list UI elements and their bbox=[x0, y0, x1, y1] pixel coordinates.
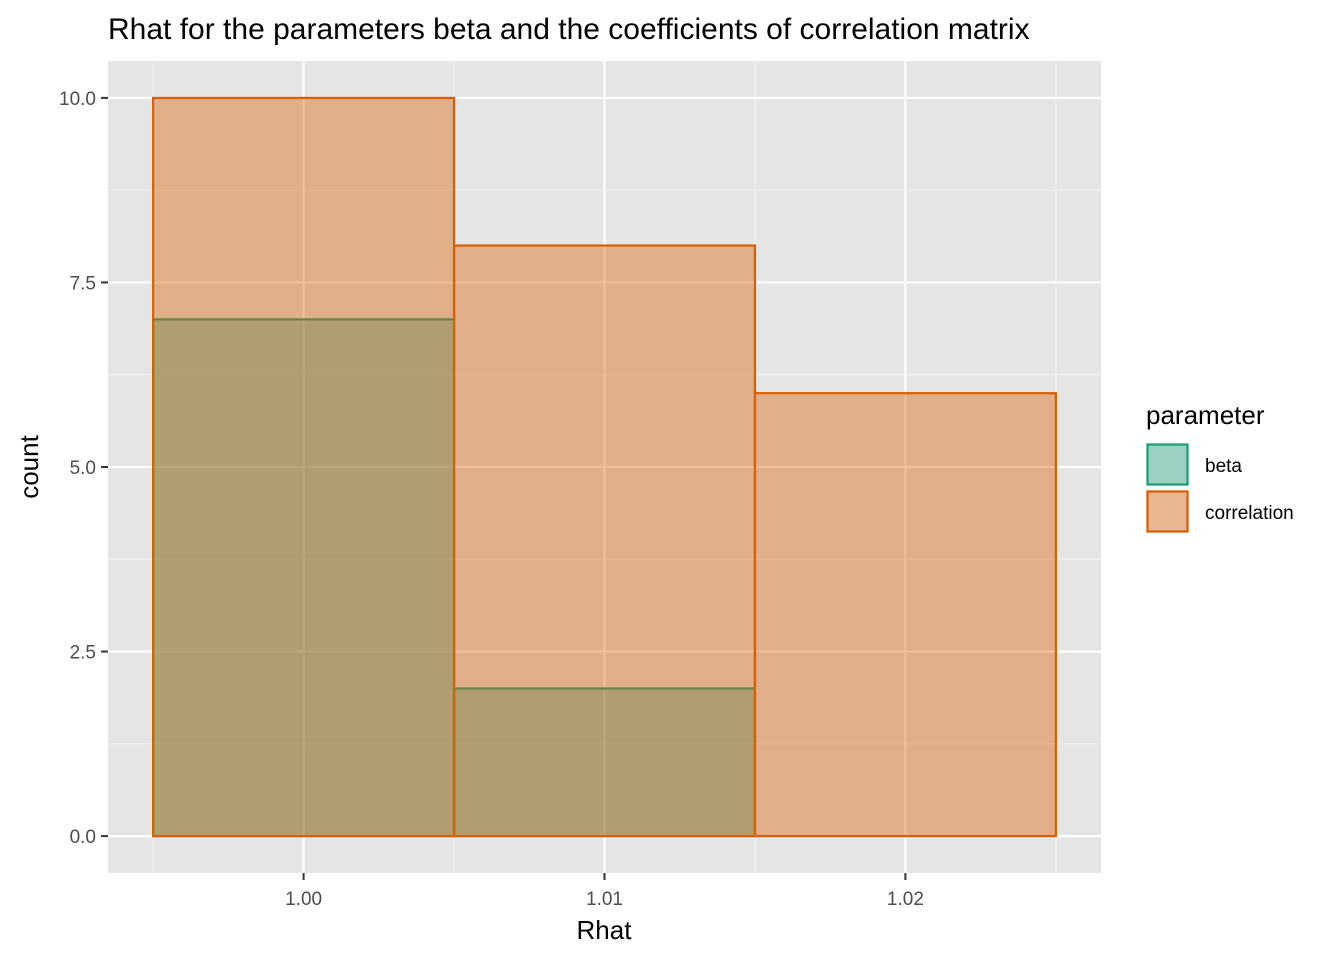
histogram-bars bbox=[152, 96, 1057, 838]
legend-label-beta: beta bbox=[1205, 456, 1242, 477]
y-tick-label: 10.0 bbox=[59, 89, 96, 110]
legend-key-bg bbox=[1146, 443, 1189, 486]
legend: parameter beta correlation bbox=[1146, 400, 1294, 533]
y-tick-label: 7.5 bbox=[70, 273, 96, 294]
y-axis: 0.0 2.5 5.0 7.5 10.0 bbox=[59, 89, 108, 848]
chart-title: Rhat for the parameters beta and the coe… bbox=[108, 13, 1030, 46]
bar-beta bbox=[452, 687, 757, 838]
legend-label-correlation: correlation bbox=[1205, 503, 1294, 524]
y-tick-label: 0.0 bbox=[70, 827, 96, 848]
bar-correlation bbox=[452, 244, 757, 838]
y-tick-label: 5.0 bbox=[70, 458, 96, 479]
y-axis-title: count bbox=[14, 434, 44, 498]
bar-correlation bbox=[753, 392, 1057, 838]
x-tick-label: 1.02 bbox=[887, 889, 924, 910]
x-axis: 1.00 1.01 1.02 bbox=[285, 873, 924, 910]
y-tick-label: 2.5 bbox=[70, 643, 96, 664]
legend-swatch-correlation bbox=[1146, 490, 1189, 533]
x-tick-label: 1.01 bbox=[586, 889, 623, 910]
legend-key-bg bbox=[1146, 490, 1189, 533]
legend-title: parameter bbox=[1146, 400, 1265, 430]
bar-correlation bbox=[152, 96, 456, 838]
x-tick-label: 1.00 bbox=[285, 889, 322, 910]
bar-beta bbox=[152, 318, 456, 838]
legend-swatch-beta bbox=[1146, 443, 1189, 486]
x-axis-title: Rhat bbox=[577, 915, 633, 945]
